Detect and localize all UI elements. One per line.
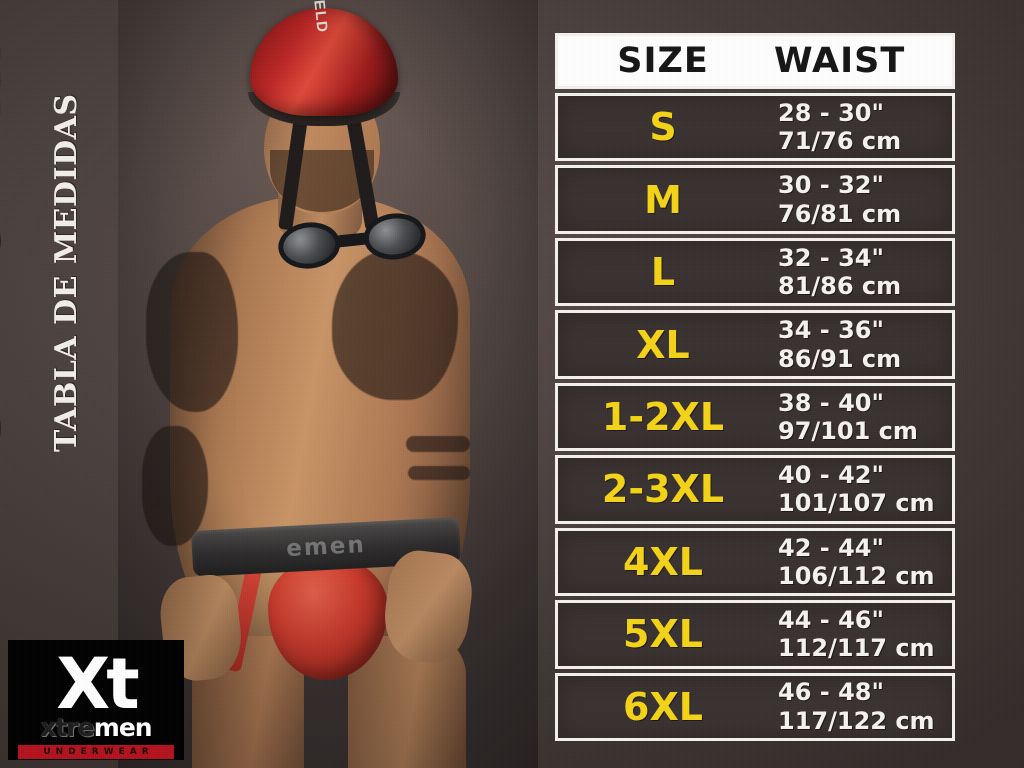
waist-inches: 30 - 32" (778, 171, 884, 200)
helmet-label: ELD (310, 0, 331, 34)
logo-tagline: UNDERWEAR (43, 747, 154, 757)
size-label: 6XL (623, 684, 703, 729)
table-row: S 28 - 30" 71/76 cm (555, 93, 955, 162)
size-label: 4XL (623, 539, 703, 584)
goggles-lens-left (276, 219, 343, 272)
table-row: 2-3XL 40 - 42" 101/107 cm (555, 455, 955, 524)
size-label: L (650, 250, 676, 295)
goggles-lens-right (361, 210, 428, 263)
tattoo-right-chest (332, 250, 458, 400)
table-row: 1-2XL 38 - 40" 97/101 cm (555, 382, 955, 452)
waist-inches: 38 - 40" (778, 388, 884, 417)
waist-inches: 40 - 42" (778, 461, 884, 490)
logo-mark-text: Xt (56, 643, 139, 725)
table-row: L 32 - 34" 81/86 cm (555, 237, 955, 307)
waist-inches: 46 - 48" (778, 678, 884, 707)
cell-size: XL (558, 326, 768, 364)
waist-inches: 28 - 30" (778, 98, 884, 127)
cell-waist: 28 - 30" 71/76 cm (768, 99, 946, 156)
table-row: M 30 - 32" 76/81 cm (555, 165, 955, 234)
table-row: 4XL 42 - 44" 106/112 cm (555, 527, 955, 597)
logo-wordmark-bright: men (93, 713, 153, 742)
logo-tagline-bar: UNDERWEAR (18, 745, 174, 759)
waist-inches: 32 - 34" (778, 243, 884, 272)
size-table: SIZE WAIST S 28 - 30" 71/76 cm M 30 - 32" 76/… (555, 33, 955, 741)
waist-centimeters: 112/117 cm (778, 634, 935, 663)
table-header-row: SIZE WAIST (555, 33, 955, 89)
cell-size: S (558, 108, 768, 146)
size-label: 1-2XL (601, 394, 725, 439)
waist-centimeters: 97/101 cm (778, 416, 918, 445)
size-label: XL (636, 322, 690, 367)
size-label: M (644, 177, 682, 222)
cell-waist: 40 - 42" 101/107 cm (768, 461, 946, 518)
brand-logo: Xt xtre men UNDERWEAR (8, 640, 184, 760)
column-header-waist: WAIST (774, 41, 906, 81)
waist-centimeters: 81/86 cm (778, 272, 902, 301)
waist-centimeters: 86/91 cm (778, 344, 902, 373)
waist-inches: 42 - 44" (778, 533, 884, 562)
waist-inches: 44 - 46" (778, 605, 884, 634)
cell-waist: 34 - 36" 86/91 cm (768, 316, 946, 373)
cell-size: 6XL (558, 688, 768, 726)
cell-waist: 32 - 34" 81/86 cm (768, 244, 946, 301)
size-label: 2-3XL (601, 467, 725, 512)
waist-centimeters: 117/122 cm (778, 706, 935, 735)
jockstrap-pouch (268, 556, 388, 680)
cell-waist: 46 - 48" 117/122 cm (768, 678, 946, 735)
cell-waist: 44 - 46" 112/117 cm (768, 606, 946, 663)
page-subtitle: TABLA DE MEDIDAS (49, 93, 84, 452)
logo-wordmark-dim: xtre (40, 713, 94, 742)
title-block: SIZE CHART TABLA DE MEDIDAS (0, 0, 132, 470)
tattoo-left-shoulder (146, 252, 238, 412)
cell-size: 1-2XL (558, 398, 768, 436)
page-title: SIZE CHART (0, 32, 13, 452)
table-row: XL 34 - 36" 86/91 cm (555, 310, 955, 379)
cell-size: 5XL (558, 615, 768, 653)
red-helmet (250, 8, 398, 116)
cell-size: 4XL (558, 543, 768, 581)
cell-size: M (558, 181, 768, 219)
column-header-size: SIZE (617, 41, 709, 81)
waist-centimeters: 71/76 cm (778, 127, 902, 156)
tattoo-right-armband-lower (408, 466, 470, 480)
logo-mark: Xt (18, 648, 174, 720)
waist-centimeters: 106/112 cm (778, 561, 935, 590)
table-body: S 28 - 30" 71/76 cm M 30 - 32" 76/81 cm L 32 - … (555, 93, 955, 741)
cell-waist: 42 - 44" 106/112 cm (768, 534, 946, 591)
cell-size: L (558, 253, 768, 291)
cell-waist: 38 - 40" 97/101 cm (768, 389, 946, 446)
waist-centimeters: 76/81 cm (778, 199, 902, 228)
tattoo-right-armband (406, 436, 470, 452)
table-row: 6XL 46 - 48" 117/122 cm (555, 672, 955, 741)
tattoo-left-arm (142, 426, 208, 546)
logo-wordmark: xtre men (18, 713, 174, 742)
size-label: 5XL (623, 612, 703, 657)
table-row: 5XL 44 - 46" 112/117 cm (555, 600, 955, 669)
cell-waist: 30 - 32" 76/81 cm (768, 171, 946, 228)
model-figure: ELD emen (118, 0, 538, 768)
size-label: S (649, 105, 677, 150)
waist-inches: 34 - 36" (778, 316, 884, 345)
cell-size: 2-3XL (558, 470, 768, 508)
waist-centimeters: 101/107 cm (778, 489, 935, 518)
